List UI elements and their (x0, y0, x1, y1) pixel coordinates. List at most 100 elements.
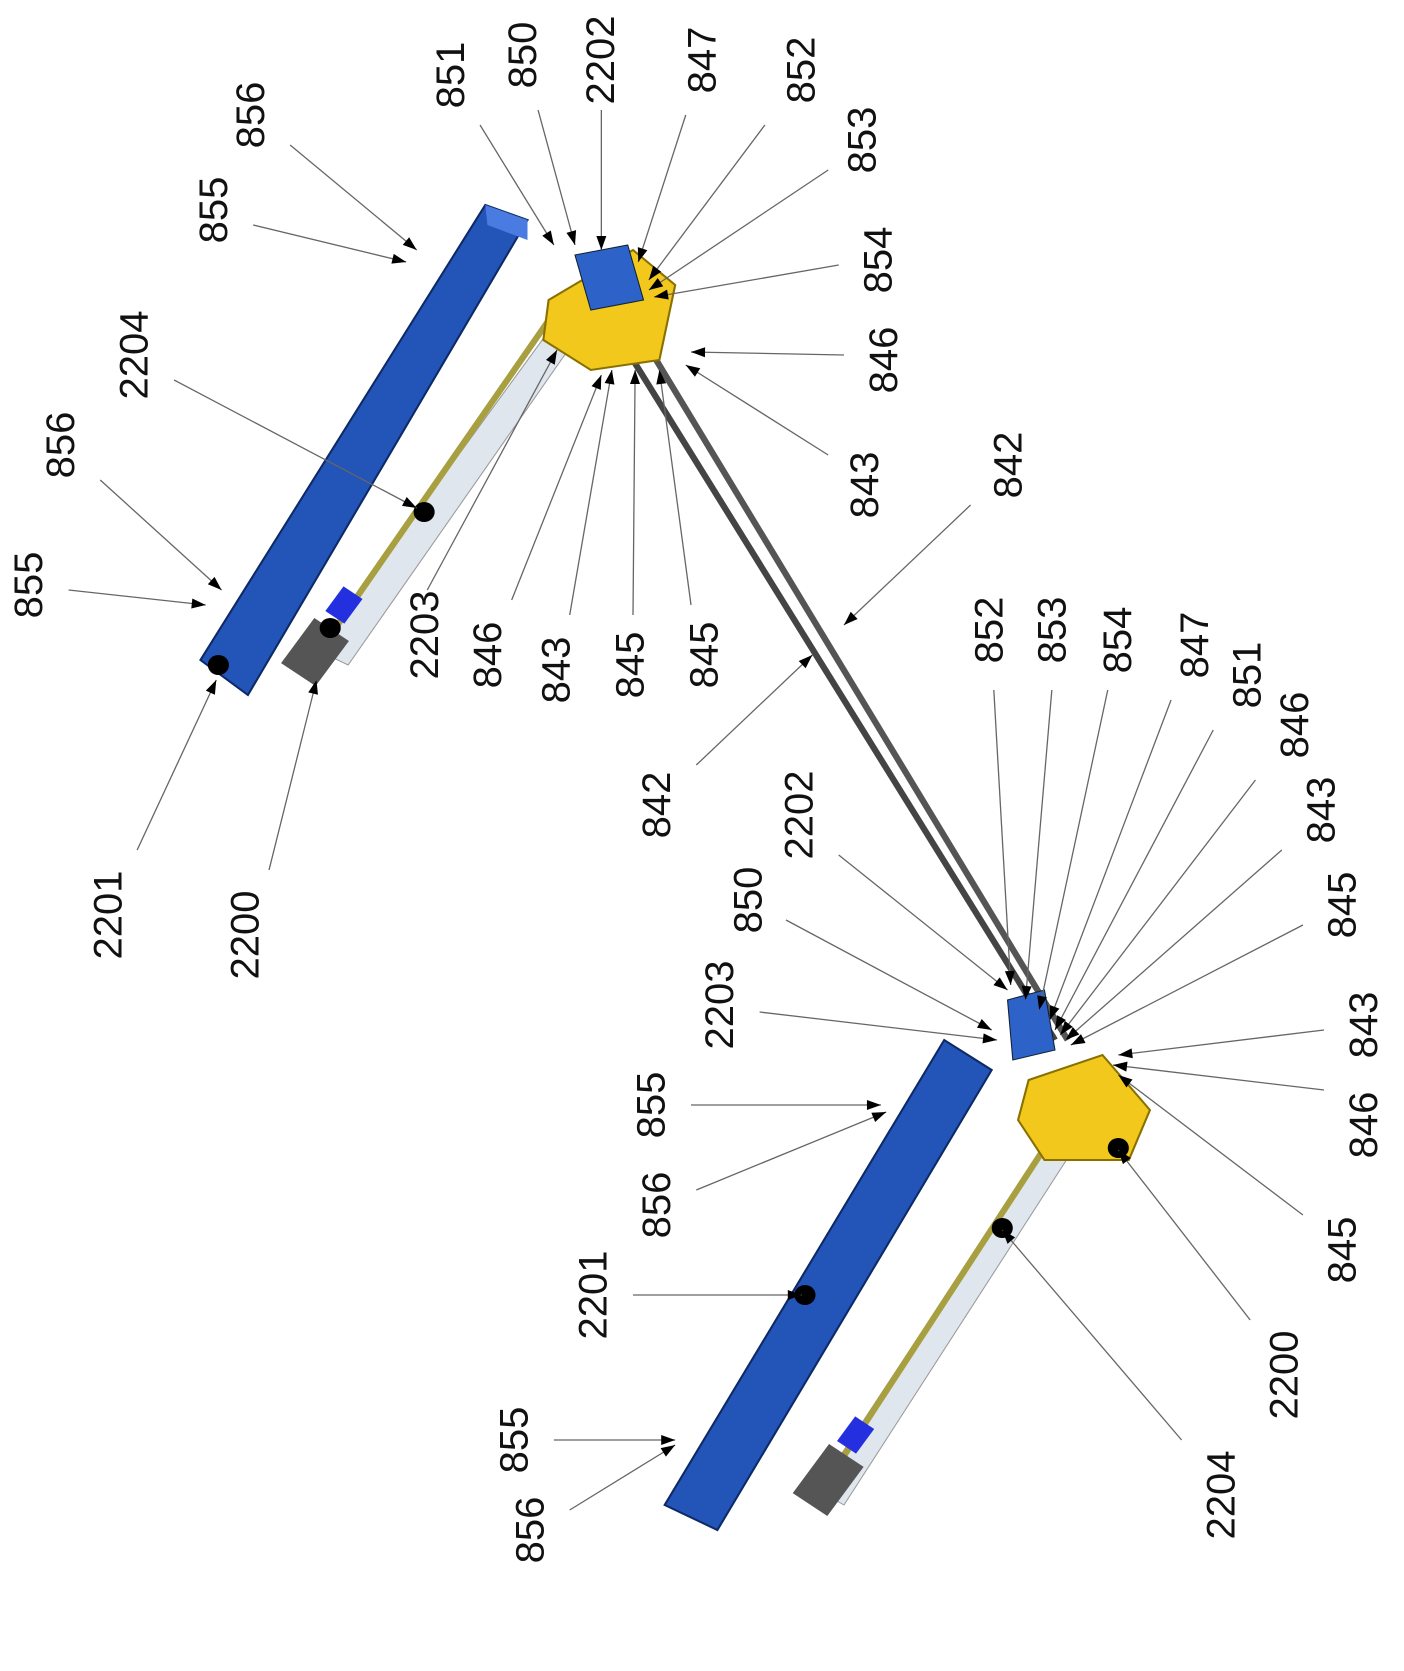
part-number: 850 (501, 22, 545, 89)
part-number: 2204 (113, 311, 157, 400)
arrowhead (977, 1019, 992, 1030)
arrowhead (566, 230, 576, 245)
arrowhead (206, 680, 216, 695)
leader-line (1025, 690, 1051, 1000)
arrowhead (661, 1445, 676, 1457)
leader-line (649, 125, 765, 280)
part-number: 855 (493, 1407, 537, 1474)
leader-line (253, 225, 406, 262)
leader-line (696, 1112, 886, 1190)
part-number: 852 (967, 597, 1011, 664)
leader-line (570, 1445, 676, 1510)
arrowhead (871, 1112, 886, 1122)
part-number: 2204 (1199, 1451, 1243, 1540)
arrowhead (403, 237, 417, 250)
part-number: 854 (856, 227, 900, 294)
part-number: 843 (1342, 992, 1386, 1059)
arrowhead (661, 1435, 675, 1445)
part-number: 2202 (579, 16, 623, 105)
leader-line (100, 480, 221, 590)
arrowhead (982, 1033, 996, 1043)
part-number: 843 (1300, 777, 1344, 844)
part-number: 853 (841, 107, 885, 174)
arrowhead (867, 1100, 881, 1110)
part-number: 2200 (223, 891, 267, 980)
leader-line (1055, 730, 1213, 1030)
part-number: 856 (508, 1497, 552, 1564)
part-number: 856 (635, 1172, 679, 1239)
part-number: 855 (192, 177, 236, 244)
exploded-view: 8568558518502202847852853854846843842220… (0, 0, 1404, 1671)
drawing (200, 205, 1149, 1530)
part-number: 2203 (403, 591, 447, 680)
marker-dot (320, 618, 341, 638)
arrowhead (542, 230, 554, 245)
marker-dot (414, 502, 435, 522)
leader-line (633, 370, 635, 615)
leader-line (69, 590, 206, 605)
arrowhead (592, 375, 602, 390)
leader-line (290, 145, 417, 250)
part-number: 852 (779, 37, 823, 104)
part-number: 856 (229, 82, 273, 149)
arrowhead (391, 254, 406, 264)
part-number: 846 (1342, 1092, 1386, 1159)
arrowhead (686, 365, 701, 377)
arrowhead (1118, 1048, 1133, 1058)
leader-line (691, 352, 844, 355)
part-number: 855 (7, 552, 51, 619)
part-number: 845 (609, 632, 653, 699)
leader-line (1118, 1150, 1250, 1320)
part-number: 846 (1273, 692, 1317, 759)
leader-line (570, 370, 612, 615)
part-number: 843 (843, 452, 887, 519)
leader-line (1113, 1065, 1324, 1090)
part-number: 851 (1226, 642, 1270, 709)
leader-line (1118, 1030, 1324, 1055)
part-number: 855 (630, 1072, 674, 1139)
arrowhead (605, 370, 615, 385)
leader-line (654, 265, 839, 297)
part-number: 847 (1173, 612, 1217, 679)
arrowhead (402, 497, 417, 508)
part-number: 2203 (698, 961, 742, 1050)
arrowhead (596, 236, 606, 250)
leader-line (1066, 850, 1282, 1040)
part-number: 2200 (1263, 1331, 1307, 1420)
leader-line (137, 680, 216, 850)
leader-line (1039, 690, 1108, 1010)
part-number: 850 (727, 867, 771, 934)
marker-dot (208, 655, 229, 675)
part-number: 2201 (86, 871, 130, 960)
part-number: 843 (535, 637, 579, 704)
part-number: 2201 (572, 1251, 616, 1340)
leader-line (1050, 700, 1171, 1020)
part-number: 842 (986, 432, 1030, 499)
part-number: 856 (39, 412, 83, 479)
part-number: 854 (1096, 607, 1140, 674)
part-number: 846 (862, 327, 906, 394)
part-number: 2202 (777, 771, 821, 860)
arrowhead (691, 347, 705, 357)
leader-line (1060, 780, 1255, 1035)
part-number: 851 (429, 42, 473, 109)
part-number: 845 (682, 622, 726, 689)
arrowhead (993, 977, 1007, 990)
part-number: 845 (1321, 872, 1365, 939)
leader-line (786, 920, 992, 1030)
block (1008, 990, 1055, 1060)
leader-line (538, 110, 575, 245)
leader-line (760, 1012, 997, 1040)
leader-line (1118, 1075, 1303, 1215)
part-number: 845 (1321, 1217, 1365, 1284)
leader-line (844, 505, 971, 625)
part-number: 847 (680, 27, 724, 94)
arrowhead (191, 599, 205, 609)
part-number: 846 (466, 622, 510, 689)
part-number: 842 (635, 772, 679, 839)
bracket (1018, 1055, 1150, 1160)
leader-line (1002, 1230, 1181, 1440)
part-number: 853 (1031, 597, 1075, 664)
leader-line (1071, 925, 1303, 1045)
